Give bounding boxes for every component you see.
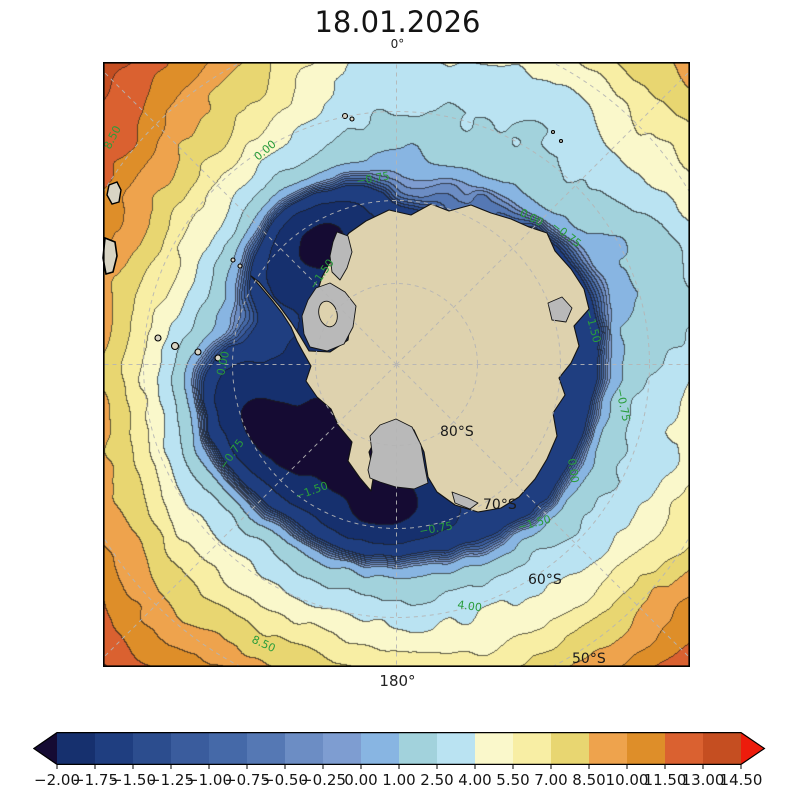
latitude-label: 50°S xyxy=(572,651,606,667)
colorbar-bar xyxy=(33,732,766,769)
islet xyxy=(550,129,556,135)
ice-shelf-coastal-fringe xyxy=(329,231,353,281)
colorbar-segment xyxy=(665,732,703,765)
contour-value-label: −1.50 xyxy=(294,479,330,503)
contour-value-label: −1.50 xyxy=(516,513,552,534)
colorbar-outline xyxy=(33,732,766,765)
islet xyxy=(237,263,243,269)
contour-value-label: −0.75 xyxy=(613,387,633,423)
plot-title: 18.01.2026 xyxy=(314,5,481,39)
ice-shelf-coastal-sliver xyxy=(451,491,479,510)
colorbar-segment xyxy=(209,732,247,765)
graticule-parallel xyxy=(143,111,650,618)
islet xyxy=(230,257,236,263)
islet xyxy=(558,138,564,144)
island xyxy=(102,236,118,276)
colorbar-over-arrow xyxy=(741,732,765,765)
colorbar-segment xyxy=(171,732,209,765)
islet xyxy=(194,348,202,356)
latitude-label: 70°S xyxy=(483,497,517,513)
colorbar-tick-label: 8.50 xyxy=(572,771,606,789)
antarctica-landmass xyxy=(250,203,590,513)
contour-value-label: −0.75 xyxy=(217,437,247,472)
islet xyxy=(214,354,222,362)
contour-value-label: 0.00 xyxy=(565,458,581,484)
graticule-meridian xyxy=(396,364,690,659)
colorbar-segment xyxy=(133,732,171,765)
berkner-island xyxy=(318,300,338,328)
colorbar-tick-label: −1.25 xyxy=(148,771,194,789)
islet xyxy=(170,341,180,351)
colorbar-tick-label: 5.50 xyxy=(496,771,530,789)
colorbar-segment xyxy=(703,732,741,765)
colorbar-tick-label: −1.00 xyxy=(186,771,232,789)
contour-value-label: −0.75 xyxy=(355,169,390,188)
colorbar-tick-label: −1.50 xyxy=(110,771,156,789)
colorbar-tick-label: 13.00 xyxy=(681,771,725,789)
colorbar-tick-label: −1.75 xyxy=(72,771,118,789)
colorbar-segment xyxy=(437,732,475,765)
contour-value-label: −0.75 xyxy=(418,519,453,538)
colorbar-segment xyxy=(57,732,95,765)
map-area: 8.50 0.00 −0.75 0.00 −0.75 −1.50 −0.75 0.00 −1.5… xyxy=(101,62,691,668)
contour-value-label: −0.75 xyxy=(549,219,584,250)
map-overlay: 8.50 0.00 −0.75 0.00 −0.75 −1.50 −0.75 0.00 −1.5… xyxy=(101,62,691,668)
colorbar-tick-label: 7.00 xyxy=(534,771,568,789)
colorbar-segment xyxy=(95,732,133,765)
graticule-meridian xyxy=(103,70,397,365)
islet xyxy=(154,334,162,342)
colorbar-segment xyxy=(285,732,323,765)
ice-shelf-ross xyxy=(367,418,429,490)
latitude-label: 60°S xyxy=(528,572,562,588)
colorbar-segment xyxy=(323,732,361,765)
colorbar-segment xyxy=(475,732,513,765)
colorbar-segment xyxy=(589,732,627,765)
contour-value-label: 8.50 xyxy=(250,633,278,655)
colorbar: −2.00 −1.75 −1.50 −1.25 −1.00 −0.75 −0.50 −0.25… xyxy=(33,732,766,804)
colorbar-tick-label: 2.50 xyxy=(420,771,454,789)
colorbar-tick-label: −0.50 xyxy=(262,771,308,789)
ice-shelf-amery xyxy=(547,296,573,323)
colorbar-tick-label: 10.00 xyxy=(605,771,649,789)
colorbar-under-arrow xyxy=(33,732,57,765)
colorbar-segment xyxy=(551,732,589,765)
islet xyxy=(341,112,349,120)
colorbar-segment xyxy=(513,732,551,765)
colorbar-tick-label: −2.00 xyxy=(34,771,80,789)
colorbar-segment xyxy=(361,732,399,765)
colorbar-tick-label: −0.25 xyxy=(300,771,346,789)
islet xyxy=(349,116,355,122)
graticule-meridian xyxy=(103,364,397,659)
island xyxy=(106,181,122,205)
graticule-meridian xyxy=(396,70,690,365)
colorbar-tick-label: 1.00 xyxy=(382,771,416,789)
meridian-label-0: 0° xyxy=(390,37,405,51)
meridian-label-180: 180° xyxy=(379,672,416,690)
contour-value-label: 0.00 xyxy=(214,350,232,377)
colorbar-tick-label: 14.50 xyxy=(719,771,763,789)
contour-value-label: 0.00 xyxy=(252,138,279,164)
colorbar-tick-label: −0.75 xyxy=(224,771,270,789)
colorbar-tick-label: 11.50 xyxy=(643,771,687,789)
contour-value-label: 4.00 xyxy=(457,598,483,614)
colorbar-segment xyxy=(399,732,437,765)
colorbar-segment xyxy=(247,732,285,765)
colorbar-tick-label: 4.00 xyxy=(458,771,492,789)
latitude-label: 80°S xyxy=(440,424,474,440)
colorbar-segment xyxy=(627,732,665,765)
map-frame xyxy=(103,62,691,668)
colorbar-tick-label: 0.00 xyxy=(344,771,378,789)
contour-value-label: −1.50 xyxy=(582,308,603,344)
